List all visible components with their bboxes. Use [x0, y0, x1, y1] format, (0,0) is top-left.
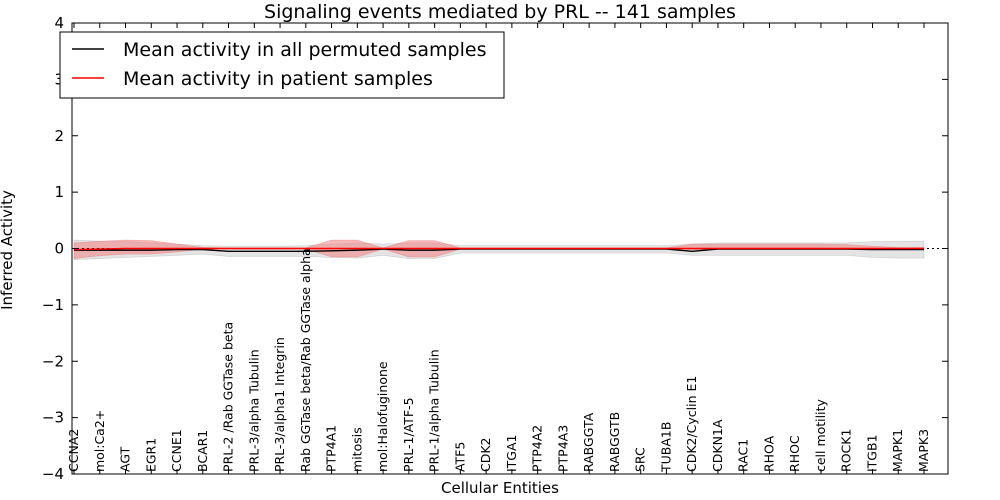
y-axis-title: Inferred Activity: [0, 190, 16, 310]
x-tick-label: PRL-2 /Rab GGTase beta: [221, 322, 236, 472]
y-tick-label: −1: [42, 296, 64, 314]
x-tick-label: ITGA1: [504, 435, 519, 473]
x-tick-label: mitosis: [349, 427, 364, 472]
x-tick-label: mol:Ca2+: [92, 410, 107, 472]
x-tick-label: MAPK1: [890, 429, 905, 472]
x-tick-label: BCAR1: [195, 430, 210, 472]
x-tick-label: CCNE1: [169, 429, 184, 472]
x-tick-label: mol:Halofuginone: [375, 361, 390, 472]
x-tick-label: ROCK1: [839, 429, 854, 472]
x-tick-label: cell motility: [813, 399, 828, 473]
y-tick-label: 1: [54, 183, 64, 201]
x-tick-label: PTP4A1: [324, 425, 339, 472]
x-tick-label: RABGGTB: [607, 412, 622, 472]
legend-label-permuted: Mean activity in all permuted samples: [123, 39, 486, 61]
x-tick-label: PTP4A2: [530, 425, 545, 472]
y-tick-label: −4: [42, 465, 64, 483]
x-tick-label: SRC: [633, 447, 648, 472]
x-tick-label: CDKN1A: [710, 419, 725, 472]
y-tick-label: 4: [54, 14, 64, 32]
x-tick-label: TUBA1B: [658, 422, 673, 473]
x-tick-label: RAC1: [736, 439, 751, 472]
x-tick-label: CCNA2: [66, 429, 81, 472]
x-tick-label: PRL-1/alpha Tubulin: [427, 349, 442, 472]
x-tick-label: RHOA: [762, 435, 777, 472]
x-tick-label: PRL-1/ATF-5: [401, 397, 416, 472]
x-axis-title: Cellular Entities: [441, 479, 559, 497]
x-tick-label: ITGB1: [865, 434, 880, 472]
legend: Mean activity in all permuted samples Me…: [59, 31, 505, 99]
x-tick-label: RHOC: [787, 435, 802, 472]
legend-label-patient: Mean activity in patient samples: [123, 68, 433, 90]
x-tick-label: RABGGTA: [581, 412, 596, 472]
y-tick-label: 3: [54, 70, 64, 88]
x-tick-label: MAPK3: [916, 429, 931, 472]
y-axis: −4 −3 −2 −1 0 1 2 3 4: [42, 14, 948, 483]
y-tick-label: 2: [54, 127, 64, 145]
plot-lines: [72, 247, 948, 253]
x-tick-label: PRL-3/alpha1 Integrin: [272, 337, 287, 472]
x-tick-label: CDK2/Cyclin E1: [684, 376, 699, 472]
x-tick-label: AGT: [118, 446, 133, 472]
y-tick-label: 0: [54, 240, 64, 258]
x-axis: CCNA2 mol:Ca2+ AGT EGR1 CCNE1 BCAR1 PRL-2 /Rab…: [66, 23, 931, 474]
chart-title: Signaling events mediated by PRL -- 141 …: [264, 1, 736, 23]
x-tick-label: PTP4A3: [555, 425, 570, 472]
legend-box: [59, 31, 505, 99]
x-tick-label: Rab GGTase beta/Rab GGTase alpha: [298, 248, 313, 472]
x-tick-label: CDK2: [478, 437, 493, 472]
x-tick-label: ATF5: [452, 442, 467, 472]
x-tick-label: PRL-3/alpha Tubulin: [246, 349, 261, 472]
y-tick-label: −3: [42, 409, 64, 427]
y-tick-label: −2: [42, 352, 64, 370]
x-tick-label: EGR1: [143, 438, 158, 472]
line-series-1: [73, 247, 924, 251]
